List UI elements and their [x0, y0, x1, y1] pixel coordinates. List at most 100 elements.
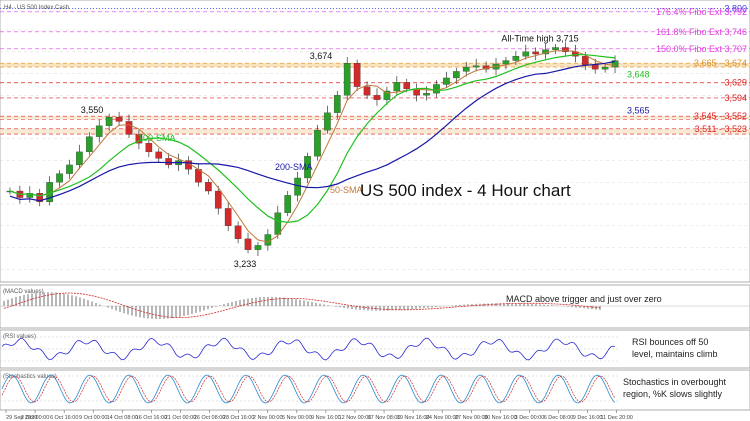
rsi-note-line2: level, maintains climb [632, 349, 718, 359]
symbol-label: H4 · US 500 Index Cash [4, 5, 69, 11]
candle-body [423, 93, 430, 96]
candle-body [165, 158, 172, 166]
price-annotation: 3,674 [310, 51, 333, 61]
level-label: 3,800 [724, 3, 747, 13]
candle-body [373, 95, 381, 100]
candle-body [264, 234, 272, 246]
level-band [0, 128, 750, 135]
candle-body [522, 51, 530, 57]
stoch-panel: (Stochastics values) Stochastics in over… [0, 369, 750, 411]
level-label: 3,594 [724, 93, 747, 103]
level-label: 3,511 - 3,523 [695, 124, 747, 134]
candle-body [125, 121, 133, 135]
sma50-line [9, 50, 616, 243]
candle-body [512, 56, 520, 61]
sma200-line [9, 60, 616, 202]
stoch-d-line [1, 375, 616, 403]
candle-body [26, 193, 34, 198]
sma50-label: 50-SMA [330, 185, 363, 195]
level-band [0, 116, 750, 120]
candle-body [443, 77, 450, 85]
candle-body [353, 62, 361, 87]
x-tick-label: 21 Oct 00:00 [165, 415, 197, 421]
stoch-note-line2: region, %K slows slightly [623, 389, 723, 399]
macd-note: MACD above trigger and just over zero [506, 294, 662, 304]
candle-body [324, 112, 331, 131]
x-tick-label: 3 Dec 00:00 [515, 415, 545, 421]
macd-plot [0, 292, 750, 320]
x-tick-label: 6 Oct 16:00 [50, 415, 78, 421]
candle-body [601, 66, 609, 70]
candle-body [36, 193, 44, 203]
level-label: 3,665 - 3,674 [694, 58, 747, 68]
candle-body [532, 51, 540, 55]
candle-body [76, 151, 83, 166]
stoch-note-line1: Stochastics in overbought [623, 377, 727, 387]
candle-body [244, 238, 252, 250]
x-tick-label: 2 Oct 00:00 [21, 415, 49, 421]
x-tick-label: 9 Dec 16:00 [573, 415, 603, 421]
price-annotation: 3,550 [81, 105, 104, 115]
macd-panel: (MACD values) MACD above trigger and jus… [0, 284, 750, 329]
candle-body [115, 116, 123, 122]
candle-body [105, 116, 113, 126]
price-annotation: 3,233 [234, 259, 257, 269]
candle-body [85, 136, 93, 153]
candle-body [66, 164, 73, 174]
x-tick-label: 5 Nov 00:00 [282, 415, 312, 421]
x-tick-label: 30 Nov 16:00 [484, 415, 517, 421]
x-tick-label: 12 Nov 00:00 [339, 415, 372, 421]
candle-body [343, 62, 351, 96]
candle-body [205, 182, 212, 192]
sma200-value: 3,565 [627, 106, 650, 116]
candle-body [581, 56, 589, 66]
sma100-line [9, 53, 616, 224]
price-annotation: All-Time high 3,715 [501, 33, 578, 43]
x-tick-label: 14 Oct 08:00 [107, 415, 139, 421]
candle-body [95, 125, 103, 137]
macd-header: (MACD values) [3, 289, 44, 295]
candle-body [611, 60, 619, 68]
candle-body [56, 173, 63, 183]
x-tick-label: 19 Nov 16:00 [397, 415, 430, 421]
rsi-header: (RSI values) [3, 334, 36, 340]
candle-body [393, 82, 401, 92]
level-label: 150.0% Fibo Ext 3,707 [656, 44, 747, 54]
candle-body [284, 195, 292, 213]
x-tick-label: 11 Dec 20:00 [601, 415, 633, 421]
candle-body [472, 65, 480, 68]
candle-body [433, 84, 440, 94]
sma200-label: 200-SMA [275, 162, 313, 172]
level-label: 161.8% Fibo Ext 3,746 [656, 27, 747, 37]
stoch-header: (Stochastics values) [3, 374, 57, 380]
candle-body [363, 86, 371, 96]
x-tick-label: 24 Nov 00:00 [426, 415, 459, 421]
main-panel-frame [0, 0, 750, 283]
rsi-line [1, 337, 615, 361]
chart-title: US 500 index - 4 Hour chart [360, 181, 571, 200]
candle-body [254, 245, 262, 250]
rsi-plot [0, 336, 620, 362]
level-label: 3,545 - 3,552 [694, 111, 747, 121]
x-tick-label: 26 Oct 08:00 [194, 415, 226, 421]
candle-body [155, 151, 163, 159]
candle-body [274, 212, 282, 235]
x-tick-label: 9 Oct 00:00 [79, 415, 107, 421]
candle-body [135, 134, 143, 144]
candle-body [145, 143, 153, 153]
candle-body [304, 156, 311, 179]
x-tick-label: 28 Oct 16:00 [223, 415, 255, 421]
candle-body [383, 90, 391, 100]
candle-body [224, 208, 232, 226]
x-tick-label: 9 Nov 16:00 [311, 415, 341, 421]
x-tick-label: 2 Nov 00:00 [253, 415, 283, 421]
candle-body [562, 47, 569, 52]
candle-body [214, 190, 222, 209]
candle-body [591, 64, 599, 70]
x-tick-label: 6 Dec 08:00 [544, 415, 574, 421]
x-tick-label: 17 Nov 08:00 [368, 415, 401, 421]
